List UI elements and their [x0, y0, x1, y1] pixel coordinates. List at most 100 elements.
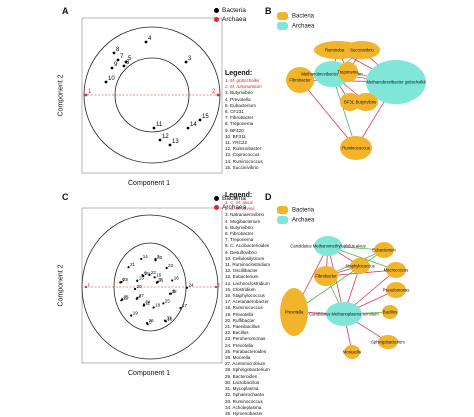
bacteria-dot — [214, 7, 219, 13]
network-d-node — [350, 258, 370, 274]
plot-c-point — [185, 286, 189, 289]
plot-c-key: Bacteria Archaea — [214, 194, 246, 212]
plot-c-point — [152, 306, 155, 309]
plot-c-point — [155, 281, 159, 284]
network-d-node — [382, 305, 398, 319]
legend-item: 25. Parabacteroides — [225, 348, 267, 354]
legend-item: 35. Hymenobacter — [225, 410, 263, 416]
network-b-node-label: Ruminococcus — [342, 146, 369, 151]
plot-a-ylabel: Component 2 — [57, 74, 65, 117]
legend-item: 34. Acholeplasma — [225, 404, 262, 410]
network-b-node — [366, 60, 426, 104]
legend-item: 15. Succinivibrio — [225, 164, 259, 170]
plot-c-point — [130, 314, 133, 317]
key-item: Archaea — [214, 15, 246, 24]
network-d-node-label: Staphylococcus — [345, 264, 374, 269]
legend-item: 3. Natranaerovibrio — [225, 212, 265, 218]
plot-a-point — [116, 58, 120, 62]
legend-item: 26. Moorella — [225, 355, 251, 361]
legend-item: 4. Prevotella — [225, 96, 251, 102]
network-b-node — [286, 67, 314, 93]
plot-a-legend: Legend: 1. M. gottschalkii 2. M. ruminant… — [225, 70, 263, 171]
plot-c-point-label: 15 — [156, 272, 162, 277]
plot-a-point-label: 1 — [88, 89, 92, 95]
plot-c-marks: 1 234567891011121314151617181920212223242… — [84, 254, 221, 326]
plot-c-point — [140, 257, 143, 261]
network-d-node — [314, 266, 338, 286]
plot-c-point-label: 22 — [151, 270, 157, 275]
plot-c-point — [146, 322, 149, 325]
network-d-edge — [293, 249, 385, 313]
network-b-node-label: Fibrobacter — [289, 78, 311, 83]
archaea-dot — [214, 16, 219, 22]
legend-item: 24. Prevotella — [225, 342, 254, 348]
plot-c-point-label: 33 — [166, 316, 172, 321]
network-d-node — [344, 345, 360, 359]
plot-a-point — [144, 40, 148, 44]
plot-c-point — [153, 276, 156, 279]
plot-a-point-label: 9 — [114, 62, 118, 68]
plot-c-point-label: 2 — [218, 282, 221, 287]
legend-item: 6. Fibrobacter — [225, 231, 254, 237]
network-d: Candidatus Methanomethylophilus alvus Eub… — [280, 236, 409, 359]
plot-c-point-label: 14 — [143, 254, 149, 259]
plot-a-point — [198, 118, 202, 122]
legend-item: 30. Lactobacillus — [225, 379, 260, 385]
key-item: Archaea — [277, 22, 314, 30]
plot-c-point-label: 19 — [133, 310, 139, 315]
key-label: Archaea — [292, 217, 315, 224]
plot-a-point-label: 10 — [108, 76, 115, 82]
network-b-node — [338, 62, 358, 82]
plot-c-point-label: 9 — [173, 289, 176, 294]
network-b-key: Bacteria Archaea — [277, 12, 314, 30]
plot-a-point-label: 14 — [190, 122, 197, 128]
plot-c-point — [179, 306, 182, 310]
panel-letter-c: C — [62, 192, 69, 202]
plot-a-point — [112, 51, 116, 55]
legend-item: 23. Peroheromonas — [225, 336, 266, 342]
plot-a-point — [124, 60, 128, 64]
plot-a-key: Bacteria Archaea — [214, 6, 246, 24]
legend-item: 7. Treponema — [225, 237, 254, 243]
plot-a-point-label: 3 — [188, 56, 192, 62]
plot-c-point-label: 31 — [158, 278, 164, 283]
plot-c-xlabel: Component 1 — [128, 370, 171, 377]
plot-a-point-label: 2 — [212, 89, 216, 95]
plot-c-point — [127, 266, 130, 269]
legend-item: 10. BF311 — [225, 133, 246, 139]
network-d-node-label: Sphingobacterium — [371, 340, 405, 345]
plot-c-point-label: 10 — [167, 316, 173, 321]
plot-c-point-label: 12 — [123, 295, 129, 300]
plot-c-point — [136, 279, 139, 282]
plot-c-point — [120, 280, 123, 284]
plot-c-point-label: 17 — [182, 303, 188, 308]
plot-c-point-label: 6 — [144, 270, 147, 275]
network-b-node-label: Butyrivibrio — [356, 100, 377, 105]
legend-item: 14. Ruminococcus — [225, 158, 263, 164]
plot-a-point — [186, 126, 190, 130]
plot-c-point-label: 30 — [157, 255, 163, 260]
plot-c-point — [136, 296, 139, 299]
network-d-node-label: Eubacterium — [372, 248, 396, 253]
plot-a-point — [216, 93, 220, 97]
plot-a-xlabel: Component 1 — [128, 180, 171, 187]
network-d-node-label: Fibrobacter — [315, 274, 337, 279]
key-item: Bacteria — [277, 12, 314, 20]
network-b-node-label: Methanobrevibacter ruminantium — [301, 72, 363, 77]
network-d-node-label: Candidatus Methanomethylophilus alvus — [290, 244, 365, 249]
network-b-node-label: Succinivibrio — [350, 48, 374, 53]
legend-item: 15. Clostridium — [225, 286, 256, 292]
legend-item: 16. Staphylococcus — [225, 293, 265, 299]
plot-c-point-label: 3 — [149, 319, 152, 324]
plot-c-point — [168, 292, 172, 295]
plot-c-point-label: 5 — [122, 277, 125, 282]
plot-c-point — [142, 274, 145, 278]
network-b-node-label: BF311 — [344, 100, 357, 105]
legend-item: 31. Mycoplasma — [225, 386, 259, 392]
plot-c-point-label: 18 — [155, 303, 161, 308]
legend-item: 8. Treponema — [225, 121, 254, 127]
plot-c-point — [134, 287, 137, 291]
panel-letter-a: A — [62, 6, 69, 16]
